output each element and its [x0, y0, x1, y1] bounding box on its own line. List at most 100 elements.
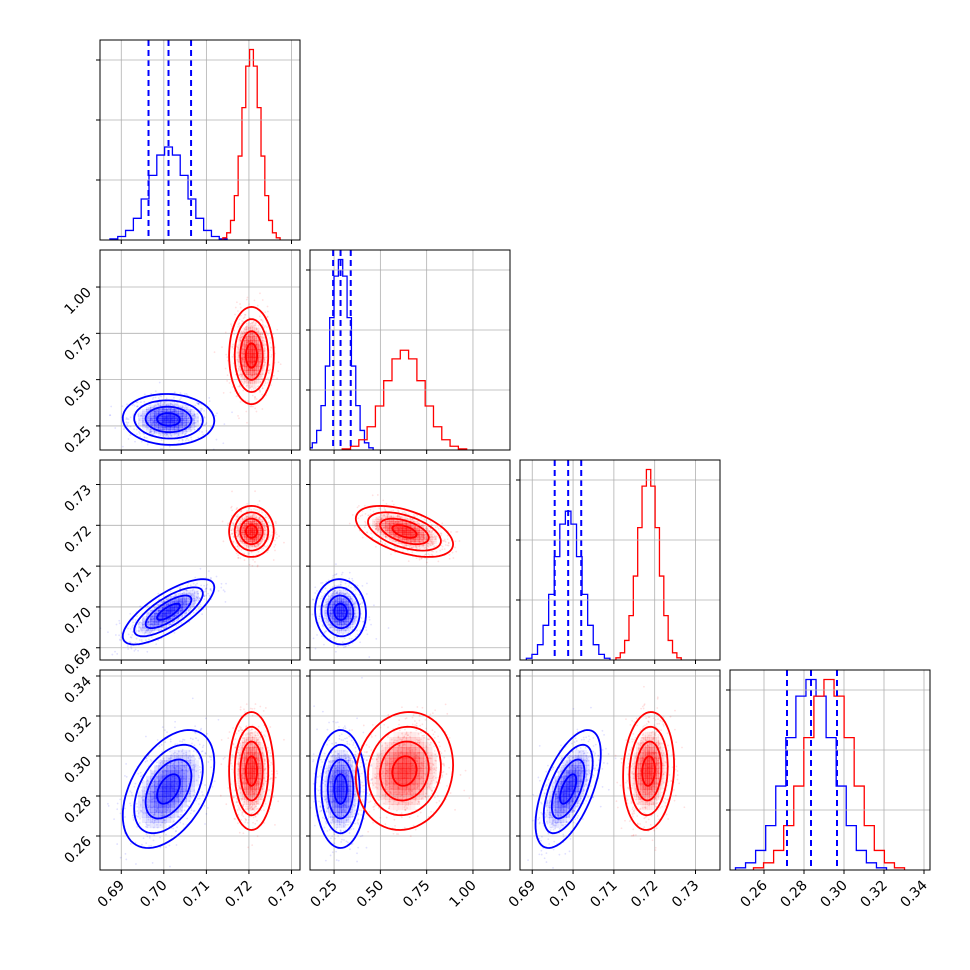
sample-point	[235, 531, 238, 533]
sample-point	[163, 401, 166, 404]
sample-point	[178, 427, 180, 430]
sample-point	[439, 532, 442, 535]
sample-point	[433, 545, 436, 548]
density-cell	[345, 621, 349, 626]
density-cell	[350, 613, 354, 617]
sample-point	[135, 405, 138, 408]
sample-point	[159, 404, 162, 407]
sample-point	[197, 607, 200, 610]
density-cell	[142, 624, 147, 628]
sample-point	[250, 322, 252, 325]
sample-point	[346, 604, 348, 607]
sample-point	[322, 594, 325, 597]
density-cell	[341, 595, 345, 600]
sample-point	[153, 625, 156, 628]
density-cell	[252, 323, 255, 328]
sample-point	[411, 518, 414, 521]
sample-point	[199, 590, 202, 593]
sample-point	[190, 409, 192, 411]
density-cell	[142, 409, 147, 412]
sample-point	[319, 615, 322, 618]
sample-point	[405, 544, 408, 546]
sample-point	[157, 623, 159, 626]
sample-point	[262, 344, 265, 347]
density-cell	[246, 383, 249, 388]
sample-point	[126, 418, 129, 420]
sample-point	[344, 629, 347, 632]
sample-point	[349, 627, 352, 630]
sample-point	[190, 605, 193, 608]
density-cell	[242, 536, 245, 540]
sample-point	[198, 597, 201, 600]
histogram-series-0	[310, 258, 374, 450]
sample-point	[169, 429, 171, 431]
sample-point	[380, 513, 383, 516]
sample-point	[252, 405, 254, 408]
sample-point	[348, 605, 351, 607]
sample-point	[256, 343, 259, 345]
sample-point	[414, 545, 417, 547]
density-cell	[345, 604, 349, 608]
density-cell	[345, 618, 349, 623]
sample-point	[261, 408, 264, 410]
sample-point	[263, 358, 266, 361]
sample-point	[248, 335, 251, 338]
sample-point	[256, 370, 259, 373]
density-cell	[162, 422, 167, 426]
sample-point	[154, 613, 157, 615]
density-cell	[327, 610, 331, 614]
density-cell	[354, 613, 358, 617]
sample-point	[201, 431, 204, 433]
sample-point	[340, 623, 343, 625]
density-cell	[154, 621, 159, 626]
sample-point	[397, 521, 400, 524]
sample-point	[356, 633, 359, 636]
density-cell	[352, 607, 356, 611]
density-cell	[343, 621, 347, 626]
density-cell	[166, 422, 171, 426]
sample-point	[344, 589, 347, 592]
sample-point	[381, 522, 384, 525]
sample-point	[216, 412, 218, 415]
sample-point	[115, 623, 118, 626]
sample-point	[432, 550, 434, 553]
sample-point	[151, 618, 154, 621]
sample-point	[415, 557, 418, 559]
sample-point	[174, 409, 177, 411]
sample-point	[243, 365, 246, 368]
sample-point	[241, 358, 244, 361]
sample-point	[191, 589, 194, 592]
sample-point	[272, 333, 275, 336]
density-cell	[352, 601, 356, 605]
density-cell	[332, 621, 336, 626]
sample-point	[197, 596, 200, 599]
sample-point	[356, 506, 359, 509]
sample-point	[406, 517, 409, 520]
sample-point	[254, 513, 257, 516]
sample-point	[147, 621, 150, 624]
density-cell	[170, 604, 175, 608]
sample-point	[190, 429, 193, 431]
sample-point	[403, 511, 406, 513]
sample-point	[164, 408, 167, 411]
sample-point	[155, 624, 158, 626]
sample-point	[263, 336, 266, 339]
sample-point	[130, 636, 133, 639]
sample-point	[192, 414, 195, 417]
sample-point	[192, 418, 195, 421]
density-cell	[248, 348, 251, 354]
density-cell	[162, 610, 167, 614]
sample-point	[339, 592, 341, 594]
sample-point	[173, 631, 176, 634]
sample-point	[159, 447, 162, 450]
sample-point	[325, 601, 327, 604]
density-cell	[260, 357, 263, 363]
sample-point	[412, 520, 414, 523]
sample-point	[246, 325, 248, 328]
sample-point	[345, 599, 348, 602]
sample-point	[180, 607, 183, 610]
sample-point	[150, 630, 153, 633]
sample-point	[259, 527, 262, 529]
sample-point	[165, 435, 167, 437]
sample-point	[261, 321, 264, 323]
